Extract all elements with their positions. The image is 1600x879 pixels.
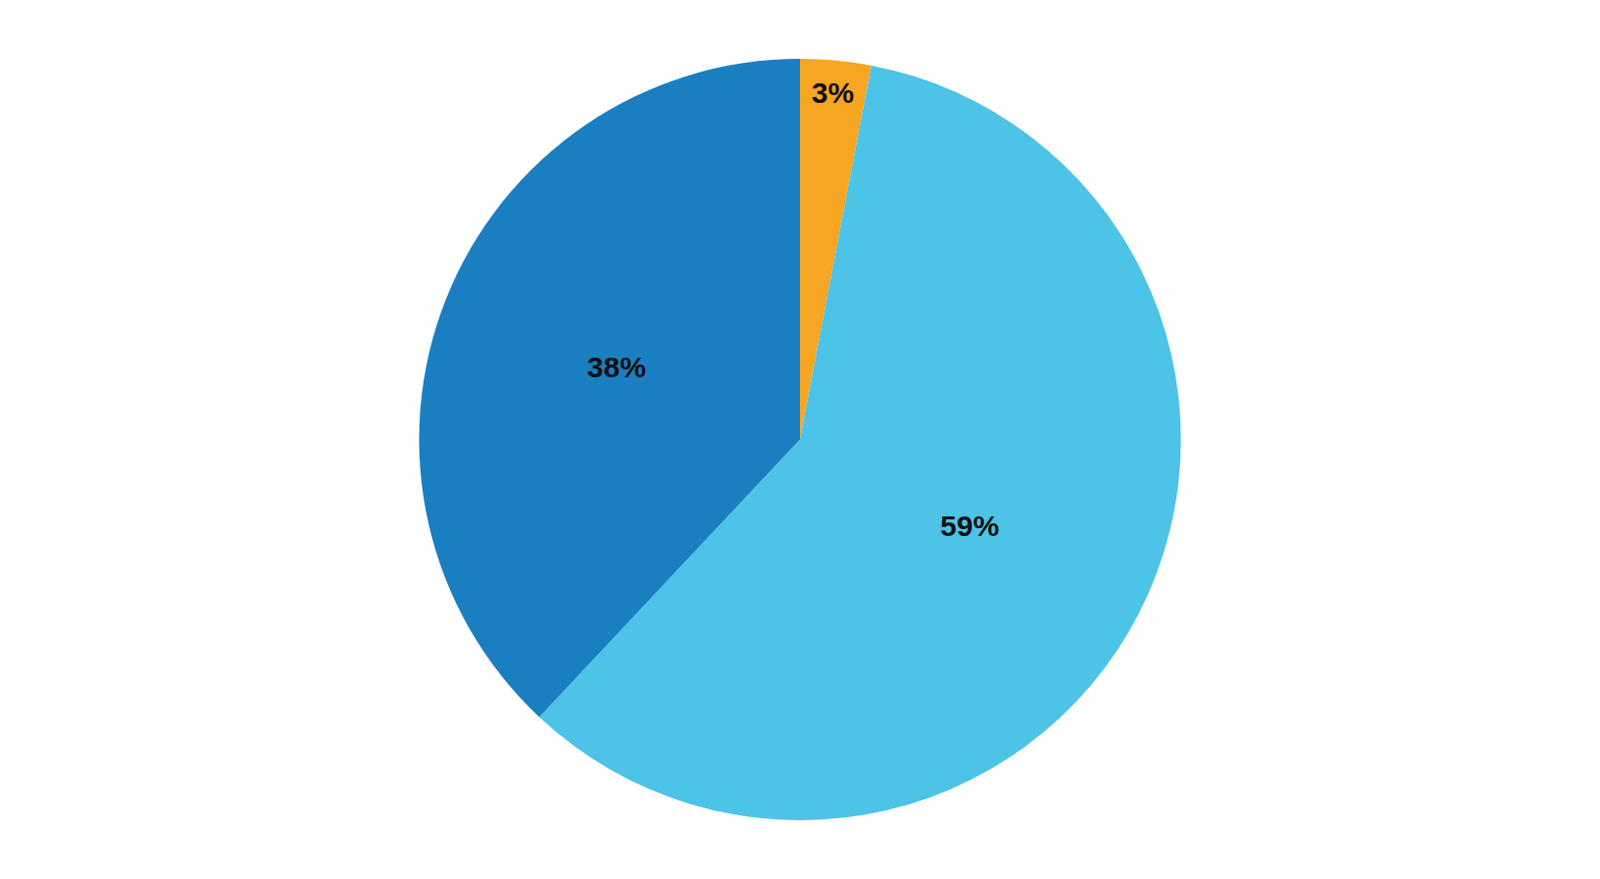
svg-text:38%: 38%: [587, 350, 647, 384]
svg-text:59%: 59%: [940, 509, 1000, 543]
svg-text:3%: 3%: [811, 76, 854, 109]
